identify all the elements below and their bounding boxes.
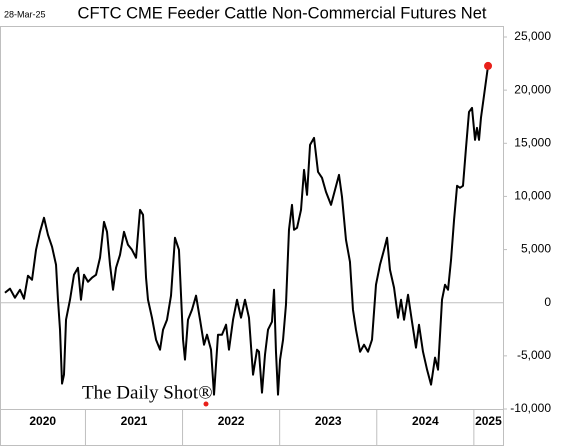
- x-category-label: 2021: [121, 414, 148, 428]
- y-tick-label: 0: [544, 295, 551, 309]
- plot-frame: [0, 26, 504, 446]
- y-tick-label: -10,000: [510, 401, 551, 415]
- watermark-dot: [203, 401, 209, 407]
- date-label: 28-Mar-25: [4, 9, 46, 19]
- x-category-label: 2020: [29, 414, 56, 428]
- y-tick-label: 10,000: [514, 189, 551, 203]
- chart-title: CFTC CME Feeder Cattle Non-Commercial Fu…: [78, 4, 487, 22]
- series-line: [4, 65, 490, 396]
- x-category-label: 2023: [315, 414, 342, 428]
- watermark: The Daily Shot®: [82, 382, 213, 403]
- x-category-label: 2022: [218, 414, 245, 428]
- y-tick-label: 25,000: [514, 29, 551, 43]
- y-tick-label: -5,000: [517, 348, 551, 362]
- x-category-label: 2025: [475, 414, 502, 428]
- last-point: [484, 61, 493, 70]
- x-category-label: 2024: [412, 414, 439, 428]
- y-tick-label: 20,000: [514, 82, 551, 96]
- y-tick-label: 15,000: [514, 135, 551, 149]
- y-tick-label: 5,000: [521, 242, 551, 256]
